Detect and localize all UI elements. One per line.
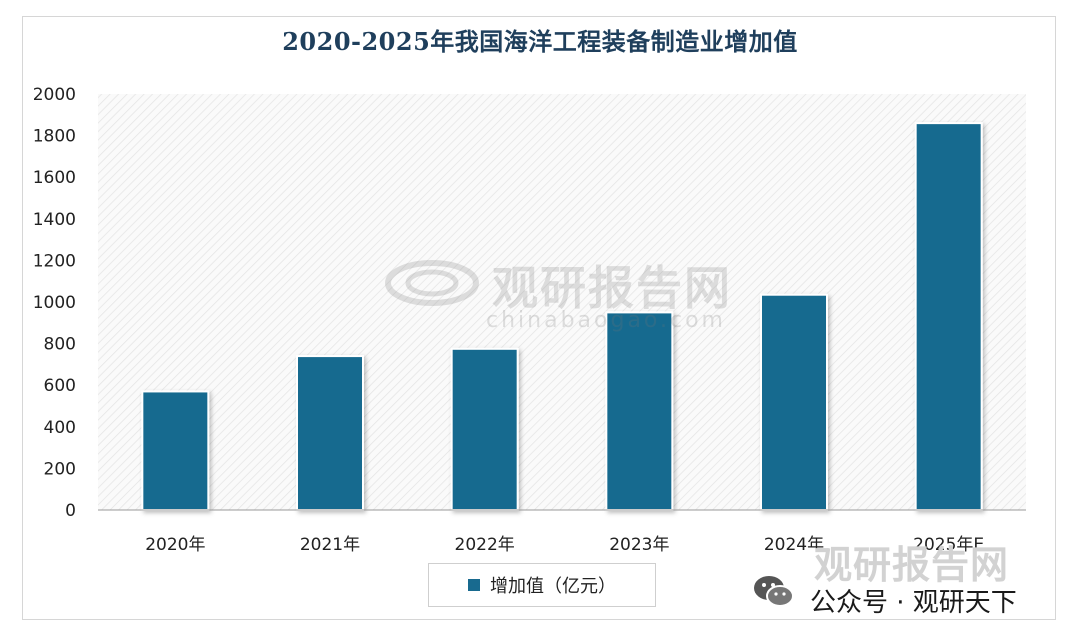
bar-5: [760, 293, 828, 511]
bar-6: [914, 122, 983, 512]
y-tick-label: 1600: [33, 168, 76, 188]
wechat-icon: [754, 576, 794, 607]
y-tick-label: 600: [44, 376, 76, 396]
footer-brand-title: 观研报告网: [814, 543, 1010, 587]
y-tick-label: 400: [44, 418, 76, 438]
x-tick-label: 2022年: [455, 535, 515, 555]
bars-group: [141, 122, 983, 512]
y-tick-label: 200: [44, 459, 76, 479]
x-tick-label: 2021年: [300, 535, 360, 555]
x-tick-label: 2024年: [764, 535, 824, 555]
legend-swatch: [468, 579, 480, 591]
bar-2: [296, 355, 364, 511]
y-tick-label: 2000: [33, 85, 76, 105]
y-tick-label: 1400: [33, 210, 76, 230]
legend: 增加值（亿元）: [428, 563, 656, 607]
x-tick-label: 2023年: [609, 535, 669, 555]
legend-label: 增加值（亿元）: [490, 576, 616, 597]
y-axis-ticks: 0 200 400 600 800 1000 1200 1400 1600 1800 2000: [33, 85, 76, 521]
footer-brand: 观研报告网 公众号 · 观研天下: [744, 534, 1074, 626]
y-tick-label: 1800: [33, 127, 76, 147]
y-tick-label: 0: [65, 501, 76, 521]
watermark-name: 观研报告网: [492, 261, 732, 315]
x-tick-label: 2025年E: [913, 535, 984, 555]
bar-1: [141, 390, 210, 511]
watermark: 观研报告网 chinabaogao.com: [384, 250, 774, 334]
y-tick-label: 1200: [33, 251, 76, 271]
watermark-logo-icon: [385, 260, 479, 306]
bar-4: [605, 311, 674, 511]
plot-area-background: [98, 94, 1026, 510]
bar-3: [450, 347, 519, 511]
y-tick-label: 800: [44, 335, 76, 355]
x-tick-label: 2020年: [145, 535, 205, 555]
chart-title: 2020-2025年我国海洋工程装备制造业增加值: [282, 27, 798, 56]
watermark-url: chinabaogao.com: [486, 308, 726, 333]
footer-account: 公众号 · 观研天下: [810, 588, 1017, 618]
y-tick-label: 1000: [33, 293, 76, 313]
x-axis-ticks: 2020年 2021年 2022年 2023年 2024年 2025年E: [145, 535, 984, 555]
